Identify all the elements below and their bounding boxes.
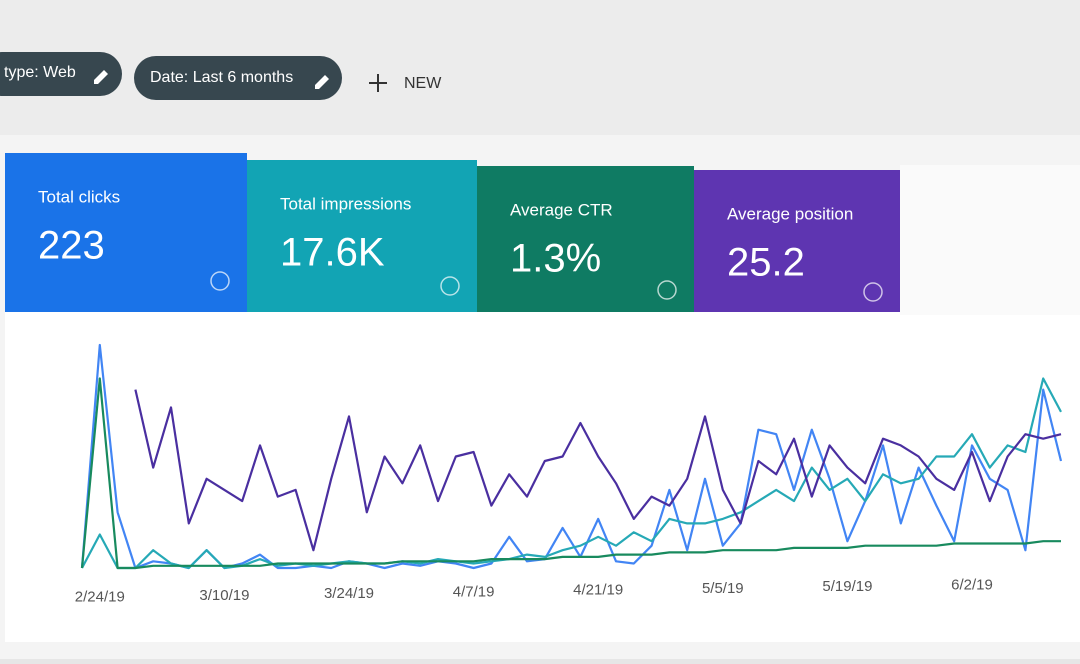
x-tick-label: 3/24/19 xyxy=(324,585,374,602)
metric-value: 1.3% xyxy=(510,237,601,281)
filter-chip[interactable] xyxy=(134,56,342,100)
card-space xyxy=(900,165,1080,315)
metric-card[interactable] xyxy=(5,153,247,312)
filter-label: type: Web xyxy=(4,64,76,81)
series-line xyxy=(81,377,1062,570)
x-tick-label: 4/7/19 xyxy=(453,583,495,600)
x-tick-label: 2/24/19 xyxy=(75,589,125,606)
series-line xyxy=(134,389,1062,552)
metric-label: Total impressions xyxy=(280,194,411,213)
x-tick-label: 5/5/19 xyxy=(702,580,744,597)
chart-area xyxy=(5,312,1080,642)
help-icon xyxy=(440,276,460,296)
help-icon xyxy=(863,282,883,302)
metric-label: Average position xyxy=(727,204,853,223)
filter-chip[interactable] xyxy=(0,52,122,96)
series-line xyxy=(80,377,1061,570)
new-button[interactable]: NEW xyxy=(404,75,442,92)
filter-label: Date: Last 6 months xyxy=(150,69,293,86)
add-icon xyxy=(369,74,387,92)
help-icon xyxy=(657,280,677,300)
series-line xyxy=(80,343,1063,570)
metric-value: 25.2 xyxy=(727,241,805,285)
metric-card[interactable] xyxy=(694,170,900,312)
metric-label: Total clicks xyxy=(38,187,120,206)
metric-value: 223 xyxy=(38,224,105,268)
metric-label: Average CTR xyxy=(510,200,613,219)
x-tick-label: 3/10/19 xyxy=(199,587,249,604)
x-tick-label: 6/2/19 xyxy=(951,576,993,593)
metric-card[interactable] xyxy=(247,160,477,312)
help-icon xyxy=(210,271,230,291)
x-tick-label: 5/19/19 xyxy=(822,578,872,595)
edit-icon xyxy=(94,70,108,84)
x-tick-label: 4/21/19 xyxy=(573,582,623,599)
edit-icon xyxy=(315,75,329,89)
metric-value: 17.6K xyxy=(280,231,385,275)
